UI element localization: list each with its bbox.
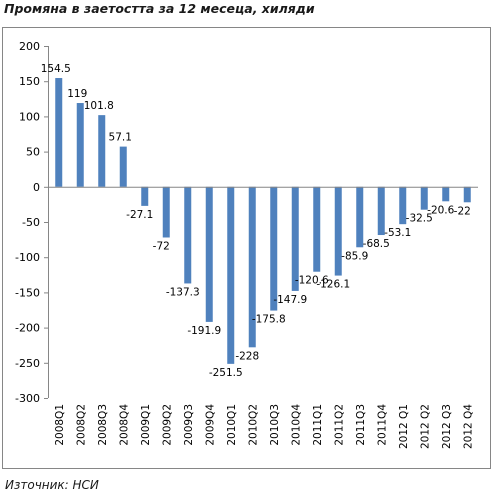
bar [399,186,407,225]
data-label: -72 [153,240,170,252]
category-label: 2009Q4 [204,404,216,446]
data-label: -137.3 [166,286,200,298]
bar [442,186,450,202]
bar [141,186,149,206]
category-label: 2008Q1 [54,404,66,446]
category-label: 2012 Q3 [441,404,453,449]
category-label: 2012 Q1 [398,404,410,449]
category-label: 2009Q2 [161,404,173,446]
data-label: 57.1 [109,132,132,144]
data-label: -27.1 [126,209,153,221]
data-label: -251.5 [209,367,243,379]
category-label: 2008Q4 [118,404,130,446]
bar [98,115,106,187]
data-label: 119 [67,88,87,100]
category-label: 2011Q3 [355,404,367,446]
chart-title: Промяна в заетостта за 12 месеца, хиляди [4,1,315,16]
bar [356,186,364,248]
source-note: Източник: НСИ [5,478,99,492]
y-tick-label: 100 [19,110,40,123]
y-tick-label: -150 [15,286,40,299]
category-label: 2010Q2 [247,404,259,446]
bar [291,186,299,291]
data-label: -32.5 [406,213,433,225]
y-tick-label: -200 [15,322,40,335]
bar [334,186,342,276]
data-label: -20.6 [427,204,454,216]
data-label: 154.5 [41,63,71,75]
bar [377,186,385,236]
data-label: -22 [454,205,471,217]
bars-group [55,78,471,364]
category-label: 2011Q2 [333,404,345,446]
data-label: -147.9 [273,294,307,306]
category-label: 2012 Q2 [419,404,431,449]
bar [313,186,321,272]
category-label: 2009Q3 [183,404,195,446]
category-label: 2011Q4 [376,404,388,446]
bar [76,103,84,187]
data-label: -85.9 [341,250,368,262]
bar [184,186,192,284]
bar [162,186,170,238]
y-tick-label: -250 [15,357,40,370]
category-label: 2012 Q4 [462,404,474,449]
y-ticks-group: 200 150 100 50 0 -50 -100 -150 -200 -250 -300 [15,40,48,405]
data-label: -126.1 [316,279,350,291]
data-label: 101.8 [84,100,114,112]
bar [420,186,428,210]
bar [227,186,235,364]
category-label: 2008Q2 [75,404,87,446]
bar [55,78,63,187]
category-label: 2010Q4 [290,404,302,446]
data-label: -53.1 [384,227,411,239]
bar [119,146,127,187]
y-tick-label: -300 [15,392,40,405]
category-label: 2009Q1 [140,404,152,446]
bar [205,186,213,322]
category-label: 2008Q3 [97,404,109,446]
bar [248,186,256,348]
category-labels-group: 2008Q1 2008Q2 2008Q3 2008Q4 2009Q1 2009Q2 2009… [54,404,475,449]
category-label: 2010Q3 [269,404,281,446]
y-tick-label: 0 [33,181,40,194]
bar [270,186,278,311]
data-label: -68.5 [363,238,390,250]
y-tick-label: -50 [22,216,40,229]
y-tick-label: 150 [19,75,40,88]
chart-frame [2,27,491,469]
data-label: -175.8 [252,314,286,326]
bar [463,186,471,203]
y-tick-label: 50 [26,146,40,159]
category-label: 2010Q1 [226,404,238,446]
category-label: 2011Q1 [312,404,324,446]
data-label: -120.6 [295,275,329,287]
y-tick-label: -100 [15,251,40,264]
data-label: -191.9 [187,325,221,337]
y-tick-label: 200 [19,40,40,53]
data-label: -228 [235,350,259,362]
